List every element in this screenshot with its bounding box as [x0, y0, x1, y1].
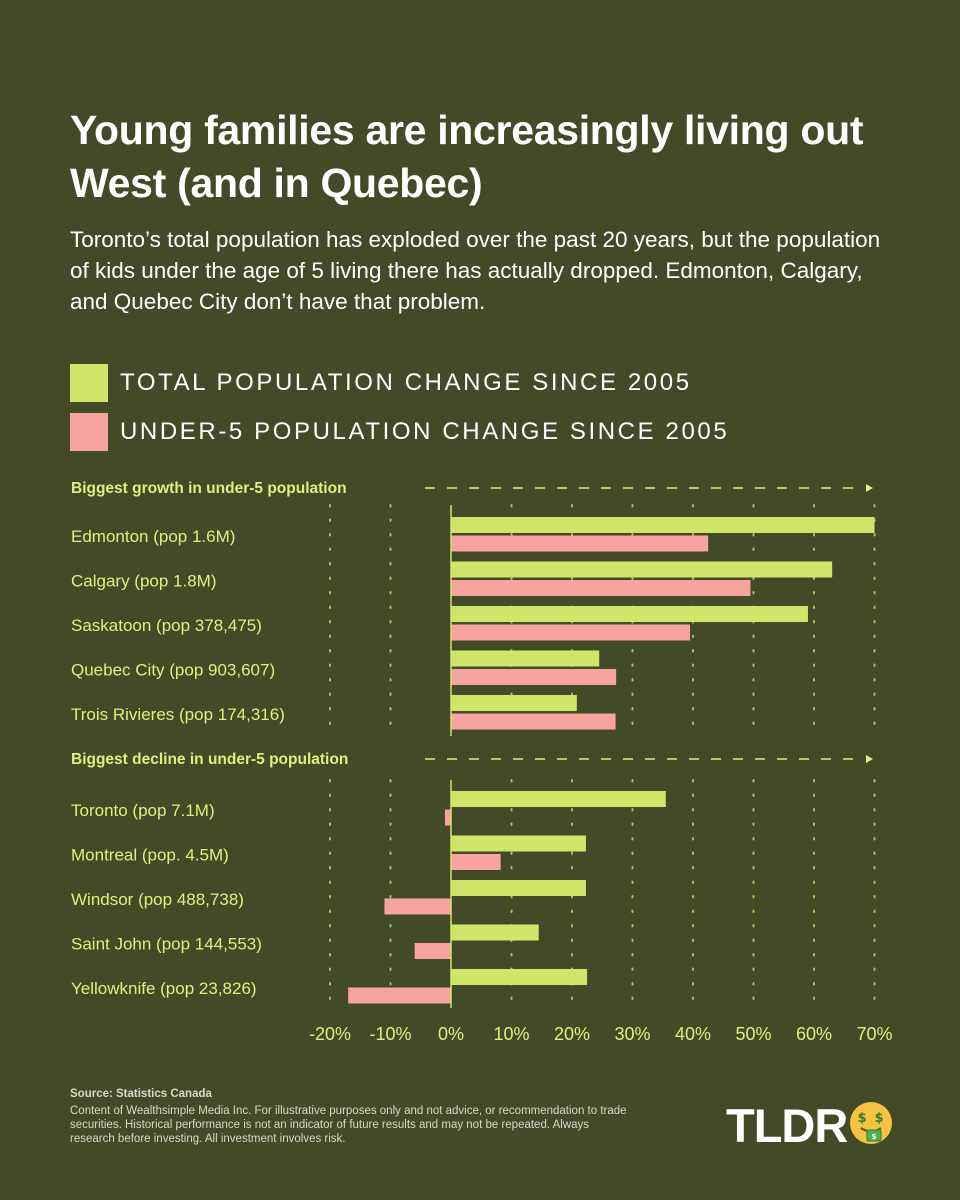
legend-swatch-total: [70, 364, 108, 402]
disclaimer-text: Content of Wealthsimple Media Inc. For i…: [70, 1105, 627, 1145]
bar-total: [451, 835, 586, 852]
bar-under5: [451, 535, 709, 552]
city-label: Edmonton (pop 1.6M): [71, 527, 235, 546]
svg-text:$: $: [875, 1111, 884, 1126]
arrow-icon: [866, 755, 873, 763]
legend-item-total: TOTAL POPULATION CHANGE SINCE 2005: [70, 364, 692, 402]
bar-total: [451, 924, 539, 941]
x-tick-label: 40%: [675, 1024, 711, 1044]
tldr-logo: TLDR $ $ $: [726, 1100, 894, 1151]
section-label: Biggest decline in under-5 population: [71, 751, 348, 768]
city-label: Yellowknife (pop 23,826): [71, 979, 257, 998]
bar-total: [451, 561, 833, 578]
x-tick-label: 70%: [856, 1024, 892, 1044]
svg-text:$: $: [872, 1132, 878, 1141]
city-label: Quebec City (pop 903,607): [71, 661, 275, 680]
x-tick-label: -10%: [369, 1024, 411, 1044]
bar-under5: [384, 898, 451, 915]
legend-label-under5: UNDER-5 POPULATION CHANGE SINCE 2005: [120, 418, 730, 445]
bar-total: [451, 606, 808, 622]
x-tick-label: 0%: [438, 1024, 464, 1044]
city-label: Trois Rivieres (pop 174,316): [71, 705, 285, 724]
bar-total: [451, 791, 666, 807]
money-face-icon: $ $ $: [848, 1100, 894, 1151]
arrow-icon: [866, 484, 873, 492]
x-tick-label: 60%: [796, 1024, 832, 1044]
legend-label-total: TOTAL POPULATION CHANGE SINCE 2005: [120, 369, 692, 396]
bar-total: [451, 517, 875, 533]
bar-under5: [451, 854, 501, 870]
city-label: Toronto (pop 7.1M): [71, 801, 215, 820]
legend-item-under5: UNDER-5 POPULATION CHANGE SINCE 2005: [70, 413, 729, 451]
bar-under5: [451, 624, 690, 641]
bar-total: [451, 650, 600, 667]
bar-under5: [414, 943, 451, 959]
bar-under5: [451, 713, 616, 730]
legend-swatch-under5: [70, 413, 108, 451]
city-label: Windsor (pop 488,738): [71, 890, 244, 909]
source-note: Source: Statistics Canada: [70, 1088, 212, 1100]
bar-total: [451, 695, 577, 711]
city-label: Montreal (pop. 4.5M): [71, 846, 229, 865]
bar-total: [451, 969, 588, 985]
x-tick-label: 10%: [493, 1024, 529, 1044]
section-label: Biggest growth in under-5 population: [71, 480, 347, 497]
chart-title: Young families are increasingly living o…: [70, 107, 864, 206]
x-tick-label: 30%: [614, 1024, 650, 1044]
x-tick-label: -20%: [309, 1024, 351, 1044]
city-label: Saskatoon (pop 378,475): [71, 616, 262, 635]
logo-text: TLDR: [726, 1099, 848, 1152]
city-label: Calgary (pop 1.8M): [71, 572, 217, 591]
city-label: Saint John (pop 144,553): [71, 935, 262, 954]
chart-subtitle: Toronto’s total population has exploded …: [70, 227, 881, 314]
x-tick-label: 50%: [735, 1024, 771, 1044]
bar-under5: [348, 987, 451, 1004]
bar-under5: [451, 580, 751, 596]
bar-total: [451, 880, 586, 896]
x-tick-label: 20%: [554, 1024, 590, 1044]
bar-under5: [444, 809, 451, 826]
svg-text:$: $: [858, 1111, 867, 1126]
bar-under5: [451, 669, 617, 685]
